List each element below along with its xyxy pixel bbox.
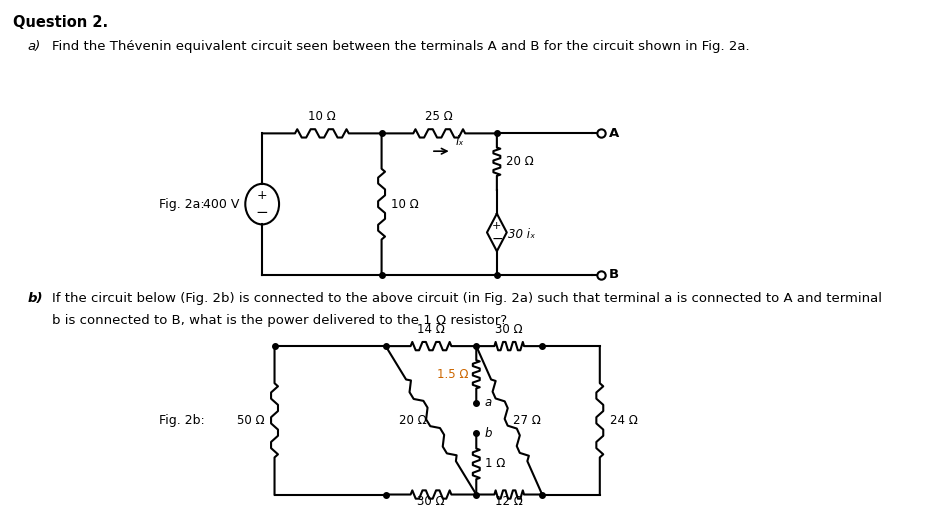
Text: −: − — [256, 205, 269, 220]
Text: b: b — [485, 427, 492, 439]
Text: a): a) — [28, 40, 41, 54]
Text: Find the Thévenin equivalent circuit seen between the terminals A and B for the : Find the Thévenin equivalent circuit see… — [52, 40, 750, 54]
Text: 30 iₓ: 30 iₓ — [508, 228, 536, 241]
Text: B: B — [609, 268, 619, 281]
Text: iₓ: iₓ — [456, 135, 464, 148]
Text: 25 Ω: 25 Ω — [425, 110, 453, 123]
Text: 50 Ω: 50 Ω — [237, 414, 264, 427]
Text: 20 Ω: 20 Ω — [506, 155, 534, 168]
Text: −: − — [491, 232, 502, 246]
Text: 20 Ω: 20 Ω — [399, 414, 426, 427]
Text: A: A — [609, 127, 619, 140]
Text: 10 Ω: 10 Ω — [308, 110, 336, 123]
Text: b): b) — [28, 292, 43, 304]
Text: 14 Ω: 14 Ω — [417, 323, 445, 336]
Text: Question 2.: Question 2. — [14, 15, 108, 29]
Text: 30 Ω: 30 Ω — [495, 323, 523, 336]
Text: 10 Ω: 10 Ω — [390, 197, 418, 211]
Text: 400 V: 400 V — [203, 197, 239, 211]
Text: 30 Ω: 30 Ω — [417, 496, 445, 508]
Text: 1 Ω: 1 Ω — [486, 457, 506, 470]
Text: 27 Ω: 27 Ω — [514, 414, 541, 427]
Text: a: a — [485, 396, 491, 409]
Text: Fig. 2b:: Fig. 2b: — [159, 414, 205, 427]
Text: +: + — [257, 189, 268, 202]
Text: 1.5 Ω: 1.5 Ω — [438, 368, 469, 381]
Text: 24 Ω: 24 Ω — [610, 414, 638, 427]
Text: +: + — [492, 221, 502, 231]
Text: Fig. 2a:: Fig. 2a: — [159, 197, 205, 211]
Text: 12 Ω: 12 Ω — [495, 496, 523, 508]
Text: b is connected to B, what is the power delivered to the 1 Ω resistor?: b is connected to B, what is the power d… — [52, 314, 507, 328]
Text: If the circuit below (Fig. 2b) is connected to the above circuit (in Fig. 2a) su: If the circuit below (Fig. 2b) is connec… — [52, 292, 883, 304]
